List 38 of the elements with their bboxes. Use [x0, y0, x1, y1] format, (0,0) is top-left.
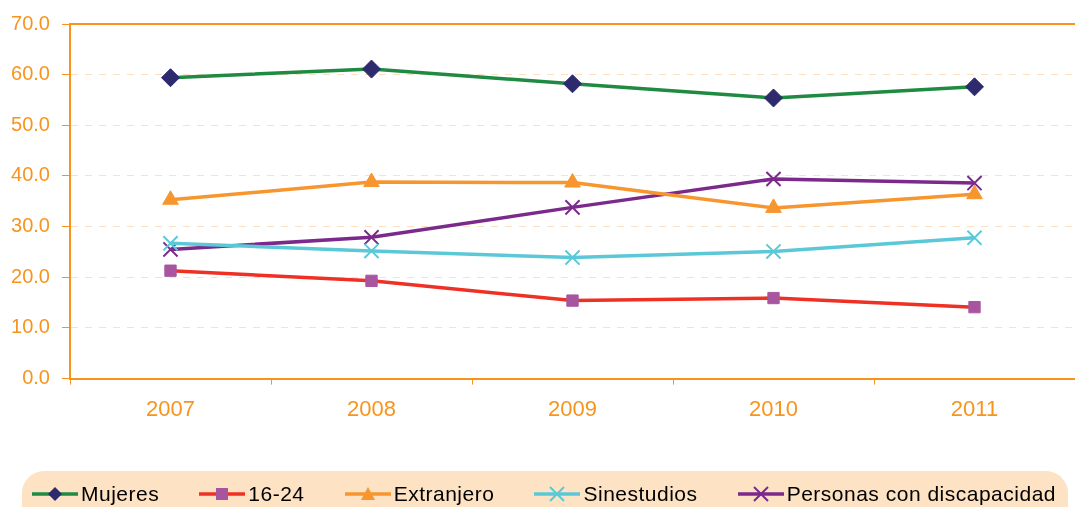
point — [566, 294, 579, 307]
legend-label: Extranjero — [393, 482, 495, 505]
y-tick-label: 40.0 — [11, 163, 50, 186]
y-tick-label: 10.0 — [11, 315, 50, 338]
point — [564, 249, 581, 266]
legend-label: Personas con discapacidad — [786, 482, 1056, 505]
point — [362, 59, 381, 79]
legend-label: Sinestudios — [583, 482, 698, 505]
point — [965, 77, 984, 97]
point — [564, 199, 581, 216]
x-tick-label: 2010 — [749, 395, 798, 421]
point — [767, 291, 780, 305]
point — [363, 229, 380, 246]
point — [966, 174, 983, 192]
point — [164, 264, 177, 277]
y-tick-label: 50.0 — [11, 112, 50, 135]
y-tick-label: 0.0 — [22, 366, 50, 389]
x-tick-label: 2007 — [146, 395, 195, 421]
point — [765, 170, 782, 188]
point — [365, 274, 378, 287]
y-tick-label: 70.0 — [11, 11, 50, 34]
point — [161, 68, 180, 88]
point — [162, 241, 179, 258]
y-tick-label: 60.0 — [11, 62, 50, 85]
point — [764, 88, 783, 108]
x-tick-label: 2008 — [347, 395, 396, 421]
x-tick-label: 2011 — [950, 395, 999, 421]
point — [162, 235, 179, 252]
point — [765, 243, 782, 260]
point — [966, 229, 983, 246]
legend-label: 16-24 — [248, 482, 305, 505]
point — [563, 74, 582, 94]
point — [968, 301, 981, 314]
point — [363, 242, 380, 260]
y-tick-label: 20.0 — [11, 264, 50, 287]
x-tick-label: 2009 — [548, 395, 597, 421]
y-tick-label: 30.0 — [11, 214, 50, 237]
legend-label: Mujeres — [81, 482, 160, 505]
